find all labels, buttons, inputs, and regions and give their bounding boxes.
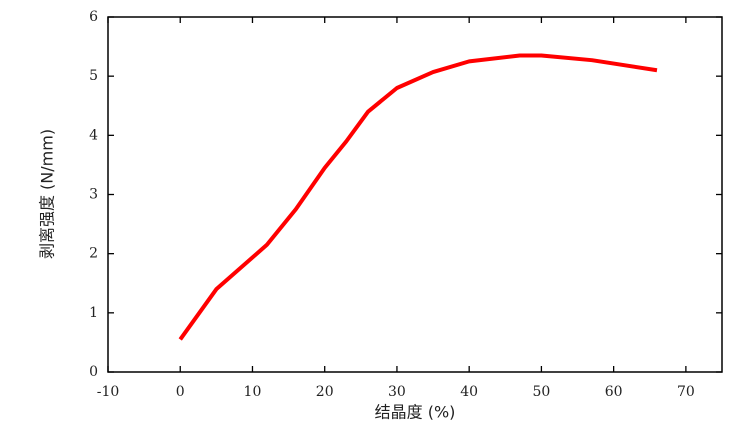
y-tick-label: 1 (89, 305, 98, 321)
x-tick-label: 40 (460, 384, 478, 400)
y-tick-label: 5 (89, 68, 98, 84)
x-tick-label: 0 (176, 384, 185, 400)
x-tick-label: 60 (605, 384, 623, 400)
y-tick-label: 0 (89, 364, 98, 380)
data-line (178, 53, 658, 341)
y-tick-label: 3 (89, 187, 98, 203)
y-tick-label: 2 (89, 246, 98, 262)
y-axis-label: 剥离强度 (N/mm) (38, 129, 57, 259)
x-tick-label: 20 (316, 384, 334, 400)
x-tick-label: 30 (388, 384, 406, 400)
x-tick-label: 70 (677, 384, 695, 400)
x-tick-label: 50 (532, 384, 550, 400)
x-tick-label: 10 (244, 384, 262, 400)
y-tick-label: 4 (89, 127, 98, 143)
x-axis-label: 结晶度 (%) (375, 403, 456, 422)
plot-frame (107, 16, 723, 373)
x-tick-label: -10 (97, 384, 120, 400)
y-tick-label: 6 (89, 9, 98, 25)
